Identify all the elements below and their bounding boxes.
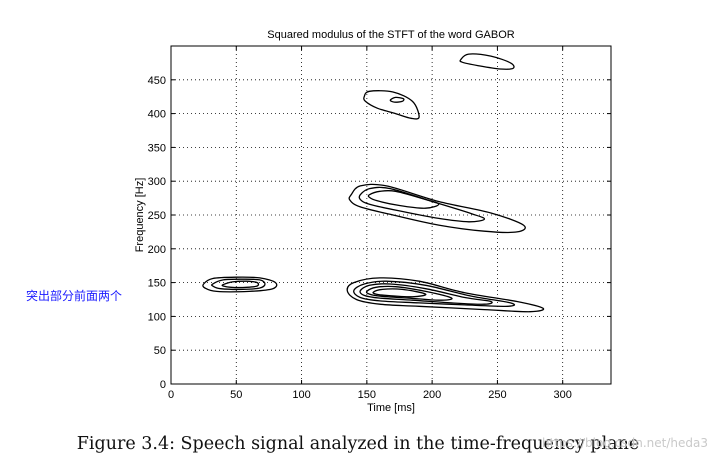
contour-group-formant-4 [459, 53, 515, 70]
y-tick-label: 0 [160, 379, 166, 391]
x-tick-label: 150 [358, 389, 376, 401]
x-tick-label: 0 [168, 389, 174, 401]
watermark: https://blog.csdn.net/heda3 [542, 436, 708, 450]
x-tick-label: 300 [554, 389, 572, 401]
contour-line [367, 189, 440, 209]
contour-line [358, 186, 486, 223]
contour-group-formant-2-low [346, 277, 545, 313]
stft-contour-chart: 0 50 100 150 200 250 300 0 50 100 150 200 250 300 350 4… [134, 29, 612, 414]
x-tick-label: 50 [230, 389, 242, 401]
figure-caption: Figure 3.4: Speech signal analyzed in th… [76, 434, 640, 454]
y-tick-label: 350 [148, 142, 166, 154]
y-tick-label: 450 [148, 75, 166, 87]
contour-line [348, 183, 526, 234]
contour-line [365, 285, 453, 301]
x-tick-label: 100 [292, 389, 310, 401]
x-tick-label: 200 [423, 389, 441, 401]
chart-title: Squared modulus of the STFT of the word … [267, 29, 514, 41]
contour-line [372, 288, 427, 298]
x-tick-label: 250 [488, 389, 506, 401]
y-tick-label: 50 [154, 345, 166, 357]
contour-line [363, 90, 420, 120]
contour-line [202, 276, 278, 293]
y-tick-label: 250 [148, 210, 166, 222]
contour-line [221, 280, 260, 289]
y-tick-label: 200 [148, 244, 166, 256]
y-axis-label: Frequency [Hz] [134, 178, 146, 253]
axis-ticks: 0 50 100 150 200 250 300 0 50 100 150 200 250 300 350 4… [148, 46, 611, 401]
contour-plot [202, 53, 545, 313]
contour-line [389, 96, 405, 103]
y-tick-label: 400 [148, 109, 166, 121]
y-tick-label: 150 [148, 278, 166, 290]
contour-line [346, 277, 545, 313]
contour-line [459, 53, 515, 70]
x-axis-label: Time [ms] [367, 402, 415, 414]
y-tick-label: 100 [148, 311, 166, 323]
contour-line [353, 280, 516, 308]
annotation-note: 突出部分前面两个 [26, 289, 123, 303]
y-tick-label: 300 [148, 176, 166, 188]
contour-group-formant-3 [363, 90, 420, 120]
contour-line [210, 278, 266, 291]
contour-group-formant-2-high [348, 183, 526, 234]
contour-line [359, 283, 493, 305]
contour-group-formant-1 [202, 276, 278, 293]
